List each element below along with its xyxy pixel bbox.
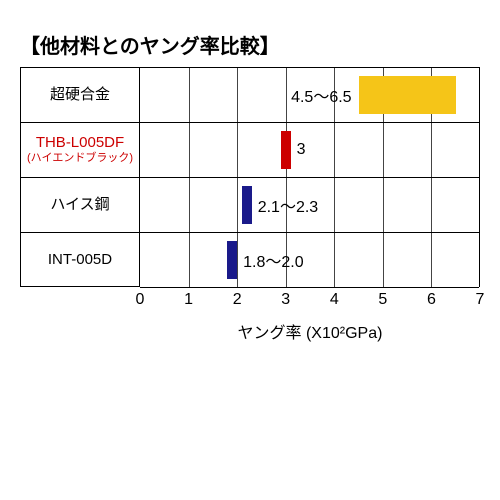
category-label-text: ハイス鋼 bbox=[50, 196, 109, 214]
x-tick-label: 6 bbox=[427, 291, 436, 309]
bars-area: 4.5〜6.5 3 2.1〜2.3 1.8〜2.0 bbox=[140, 67, 480, 287]
youngs-modulus-chart: 【他材料とのヤング率比較】 超硬合金 THB-L005DF(ハイエンドブラック) ハ… bbox=[20, 30, 480, 343]
category-sublabel-text: (ハイエンドブラック) bbox=[27, 152, 133, 165]
x-tick-label: 7 bbox=[476, 291, 485, 309]
value-label: 2.1〜2.3 bbox=[258, 193, 319, 217]
category-label: THB-L005DF(ハイエンドブラック) bbox=[20, 122, 140, 177]
bar-row: 1.8〜2.0 bbox=[140, 233, 479, 288]
bar bbox=[281, 131, 291, 169]
x-axis: 01234567 bbox=[140, 287, 480, 317]
x-tick-label: 5 bbox=[378, 291, 387, 309]
bar bbox=[242, 186, 252, 224]
category-label: INT-005D bbox=[20, 232, 140, 287]
x-tick-label: 3 bbox=[281, 291, 290, 309]
plot-area: 超硬合金 THB-L005DF(ハイエンドブラック) ハイス鋼 INT-005D 4.… bbox=[20, 67, 480, 287]
x-tick-label: 2 bbox=[233, 291, 242, 309]
bar bbox=[227, 241, 237, 279]
category-label: ハイス鋼 bbox=[20, 177, 140, 232]
bar-row: 2.1〜2.3 bbox=[140, 178, 479, 233]
chart-title: 【他材料とのヤング率比較】 bbox=[20, 30, 480, 59]
category-label-text: THB-L005DF bbox=[36, 134, 124, 152]
bar-row: 4.5〜6.5 bbox=[140, 68, 479, 123]
chart-body: 超硬合金 THB-L005DF(ハイエンドブラック) ハイス鋼 INT-005D 4.… bbox=[20, 67, 480, 343]
category-label-text: 超硬合金 bbox=[50, 86, 110, 104]
value-label: 1.8〜2.0 bbox=[243, 248, 304, 272]
category-label: 超硬合金 bbox=[20, 67, 140, 122]
value-label: 3 bbox=[297, 141, 306, 159]
x-axis-title: ヤング率 (X10²GPa) bbox=[140, 319, 480, 343]
x-tick-label: 4 bbox=[330, 291, 339, 309]
y-axis-labels: 超硬合金 THB-L005DF(ハイエンドブラック) ハイス鋼 INT-005D bbox=[20, 67, 140, 287]
category-label-text: INT-005D bbox=[48, 251, 112, 269]
x-tick-label: 0 bbox=[136, 291, 145, 309]
value-label: 4.5〜6.5 bbox=[291, 83, 352, 107]
bar bbox=[359, 76, 456, 114]
bar-row: 3 bbox=[140, 123, 479, 178]
x-tick-label: 1 bbox=[184, 291, 193, 309]
